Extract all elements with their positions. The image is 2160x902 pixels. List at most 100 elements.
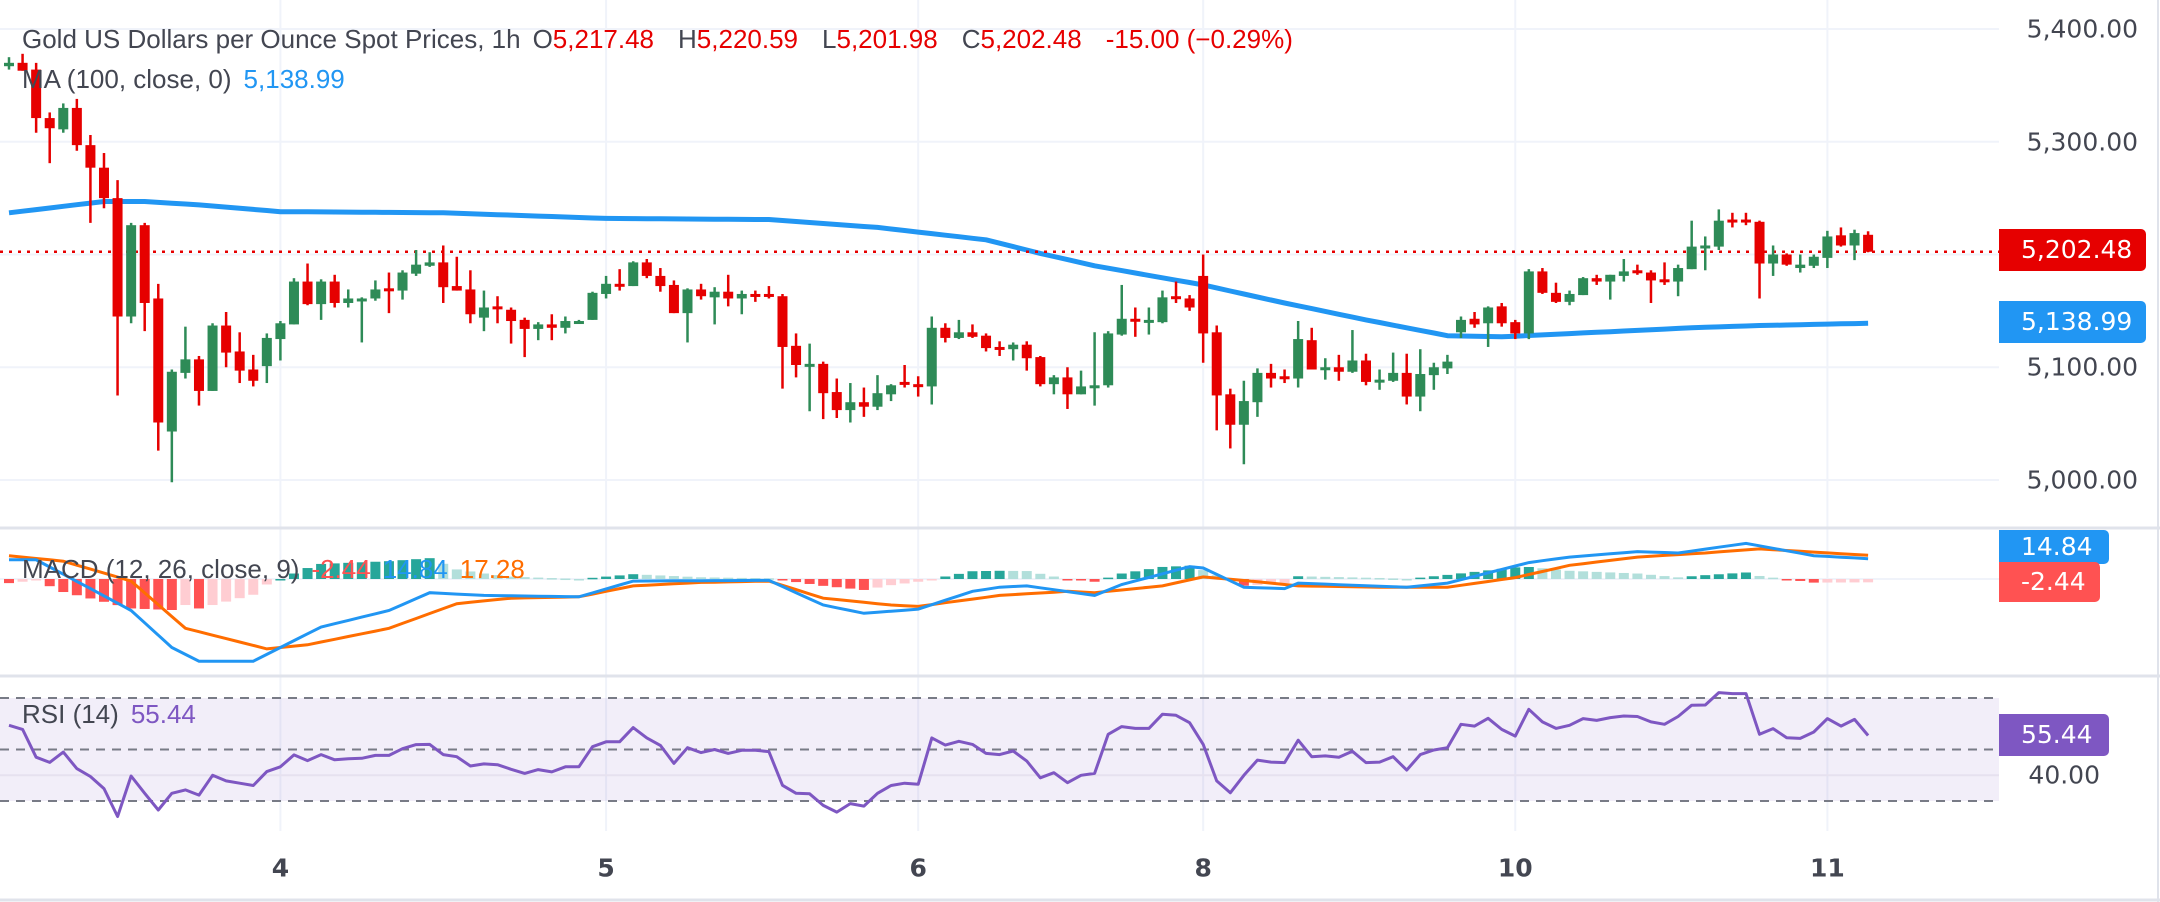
indicator-lines — [0, 199, 1999, 818]
candle — [4, 57, 14, 70]
histogram-bar — [967, 571, 978, 579]
candle-body — [506, 309, 517, 322]
candle — [44, 112, 55, 164]
histogram-bar — [1455, 573, 1466, 579]
candle — [709, 287, 720, 325]
change-value: -15.00 (−0.29%) — [1105, 24, 1293, 54]
candle-body — [1293, 339, 1304, 379]
candle — [1320, 358, 1331, 380]
macd-legend-macd: 14.84 — [382, 554, 448, 584]
candle — [451, 256, 462, 291]
candle — [723, 274, 734, 307]
candle-body — [913, 384, 924, 388]
candle-body — [1035, 357, 1046, 385]
candle-body — [1143, 319, 1154, 323]
candle-body — [1076, 386, 1087, 395]
candle-body — [1686, 246, 1697, 270]
histogram-bar — [451, 569, 462, 579]
candle-body — [573, 321, 584, 325]
candle — [71, 98, 82, 151]
candle — [506, 307, 517, 344]
histogram-bar — [465, 571, 476, 579]
open-value: 5,217.48 — [552, 24, 655, 54]
histogram-bar — [533, 577, 544, 580]
candle-body — [207, 325, 218, 391]
macd-legend[interactable]: MACD (12, 26, close, 9) -2.44 14.84 17.2… — [22, 554, 537, 585]
histogram-bar — [261, 579, 272, 585]
candle — [1401, 353, 1412, 405]
candle-body — [858, 402, 869, 407]
candle — [1116, 284, 1127, 336]
price-tick-label: 5,300.00 — [2026, 127, 2138, 157]
candle — [560, 316, 571, 334]
histogram-bar — [845, 579, 856, 589]
candle-body — [1415, 374, 1426, 397]
candle — [1523, 269, 1534, 340]
candle-body — [465, 289, 476, 315]
candle — [1347, 330, 1358, 373]
candle-body — [682, 289, 693, 314]
candle-body — [763, 293, 774, 297]
histogram-bar — [940, 576, 951, 579]
candle — [1768, 245, 1779, 276]
candle-body — [397, 272, 408, 291]
histogram-bar — [1659, 576, 1670, 579]
histogram-bar — [1700, 575, 1711, 579]
candle — [98, 153, 109, 209]
histogram-bar — [1618, 572, 1629, 579]
histogram-bar — [1673, 577, 1684, 579]
candle — [1740, 212, 1751, 226]
histogram-bar — [1374, 577, 1385, 580]
rsi-legend[interactable]: RSI (14) 55.44 — [22, 699, 208, 730]
histogram-bar — [1754, 575, 1765, 579]
histogram-bar — [478, 573, 489, 579]
candle — [1238, 380, 1249, 465]
ma-legend[interactable]: MA (100, close, 0) 5,138.99 — [22, 64, 357, 95]
histogram-bar — [1333, 577, 1344, 579]
candle — [1361, 353, 1371, 386]
candle — [58, 103, 69, 133]
candle — [1659, 262, 1670, 285]
candle — [1537, 268, 1548, 294]
candle-body — [316, 281, 327, 305]
candle-body — [940, 327, 951, 338]
histogram-bar — [302, 568, 313, 579]
candle — [981, 333, 992, 352]
candle — [831, 378, 842, 418]
histogram-bar — [1510, 567, 1521, 579]
candle-body — [750, 293, 761, 297]
histogram-bar — [546, 578, 557, 580]
macd-legend-histogram: -2.44 — [311, 554, 371, 584]
candle — [791, 333, 802, 378]
candle — [1822, 230, 1833, 269]
histogram-bar — [1768, 577, 1779, 580]
candle — [1333, 354, 1344, 381]
histogram-bar — [1550, 569, 1561, 579]
date-tick-label: 11 — [1809, 853, 1845, 883]
candle — [858, 387, 869, 417]
candle-body — [1550, 292, 1561, 302]
candle — [899, 364, 910, 388]
candle-body — [1781, 254, 1792, 265]
candle-body — [1225, 394, 1236, 425]
pane-dividers[interactable] — [0, 526, 2160, 902]
histogram-bar — [709, 577, 720, 579]
histogram-bar — [1089, 579, 1100, 582]
histogram-bar — [872, 579, 883, 588]
candle — [533, 322, 544, 341]
candle-body — [1768, 254, 1779, 264]
histogram-bar — [1306, 576, 1317, 579]
histogram-bar — [1428, 576, 1439, 579]
candle — [913, 376, 924, 397]
candle-body — [1130, 318, 1141, 322]
histogram-bar — [614, 575, 625, 579]
histogram-bar — [1361, 577, 1371, 580]
candle — [1252, 368, 1263, 417]
histogram-bar — [641, 574, 652, 579]
candle-body — [451, 286, 462, 291]
candle — [614, 269, 625, 291]
symbol-legend[interactable]: Gold US Dollars per Ounce Spot Prices, 1… — [22, 24, 1305, 55]
histogram-bar — [1238, 579, 1249, 586]
candle-body — [166, 371, 177, 432]
